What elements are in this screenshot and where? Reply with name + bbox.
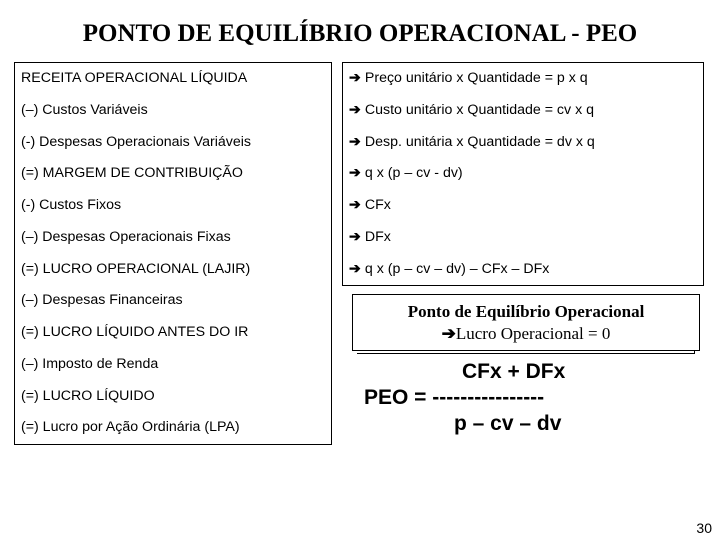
page-number: 30 [696, 520, 712, 536]
peo-line2-text: Lucro Operacional = 0 [456, 324, 611, 343]
left-row: (=) LUCRO LÍQUIDO [15, 381, 331, 413]
right-column: ➔Preço unitário x Quantidade = p x q ➔Cu… [342, 62, 704, 445]
right-row-text: CFx [365, 197, 391, 213]
right-row: ➔DFx [343, 222, 703, 254]
left-row: RECEITA OPERACIONAL LÍQUIDA [15, 63, 331, 95]
left-column: RECEITA OPERACIONAL LÍQUIDA (–) Custos V… [14, 62, 332, 445]
right-row-text: Preço unitário x Quantidade = p x q [365, 70, 588, 86]
arrow-icon: ➔ [349, 261, 361, 277]
left-row: (=) MARGEM DE CONTRIBUIÇÃO [15, 158, 331, 190]
arrow-icon: ➔ [349, 70, 361, 86]
left-row: (–) Custos Variáveis [15, 95, 331, 127]
left-row: (–) Despesas Financeiras [15, 285, 331, 317]
right-row: ➔q x (p – cv – dv) – CFx – DFx [343, 254, 703, 286]
arrow-icon: ➔ [349, 229, 361, 245]
left-row: (–) Despesas Operacionais Fixas [15, 222, 331, 254]
left-row: (=) LUCRO OPERACIONAL (LAJIR) [15, 254, 331, 286]
right-row: ➔q x (p – cv - dv) [343, 158, 703, 190]
arrow-icon: ➔ [349, 165, 361, 181]
arrow-icon: ➔ [349, 102, 361, 118]
left-row: (=) Lucro por Ação Ordinária (LPA) [15, 412, 331, 444]
right-row: ➔Preço unitário x Quantidade = p x q [343, 63, 703, 95]
right-row-text: DFx [365, 229, 391, 245]
formula-mid: PEO = ---------------- [364, 385, 704, 411]
page-title: PONTO DE EQUILÍBRIO OPERACIONAL - PEO [0, 0, 720, 62]
peo-line1: Ponto de Equilíbrio Operacional [363, 301, 689, 322]
arrow-icon: ➔ [442, 324, 456, 343]
left-row: (-) Despesas Operacionais Variáveis [15, 127, 331, 159]
peo-line2: ➔Lucro Operacional = 0 [363, 323, 689, 344]
arrow-icon: ➔ [349, 134, 361, 150]
right-box: ➔Preço unitário x Quantidade = p x q ➔Cu… [342, 62, 704, 286]
left-row: (–) Imposto de Renda [15, 349, 331, 381]
right-row: ➔CFx [343, 190, 703, 222]
right-row-text: q x (p – cv - dv) [365, 165, 463, 181]
left-row: (=) LUCRO LÍQUIDO ANTES DO IR [15, 317, 331, 349]
peo-callout-box: Ponto de Equilíbrio Operacional ➔Lucro O… [352, 294, 700, 351]
formula-denominator: p – cv – dv [364, 411, 704, 437]
formula-numerator: CFx + DFx [364, 359, 704, 385]
right-row: ➔Desp. unitária x Quantidade = dv x q [343, 127, 703, 159]
right-row: ➔Custo unitário x Quantidade = cv x q [343, 95, 703, 127]
left-row: (-) Custos Fixos [15, 190, 331, 222]
right-row-text: Desp. unitária x Quantidade = dv x q [365, 134, 595, 150]
right-row-text: q x (p – cv – dv) – CFx – DFx [365, 261, 550, 277]
arrow-icon: ➔ [349, 197, 361, 213]
peo-formula: CFx + DFx PEO = ---------------- p – cv … [364, 359, 704, 438]
content-area: RECEITA OPERACIONAL LÍQUIDA (–) Custos V… [0, 62, 720, 445]
right-row-text: Custo unitário x Quantidade = cv x q [365, 102, 594, 118]
